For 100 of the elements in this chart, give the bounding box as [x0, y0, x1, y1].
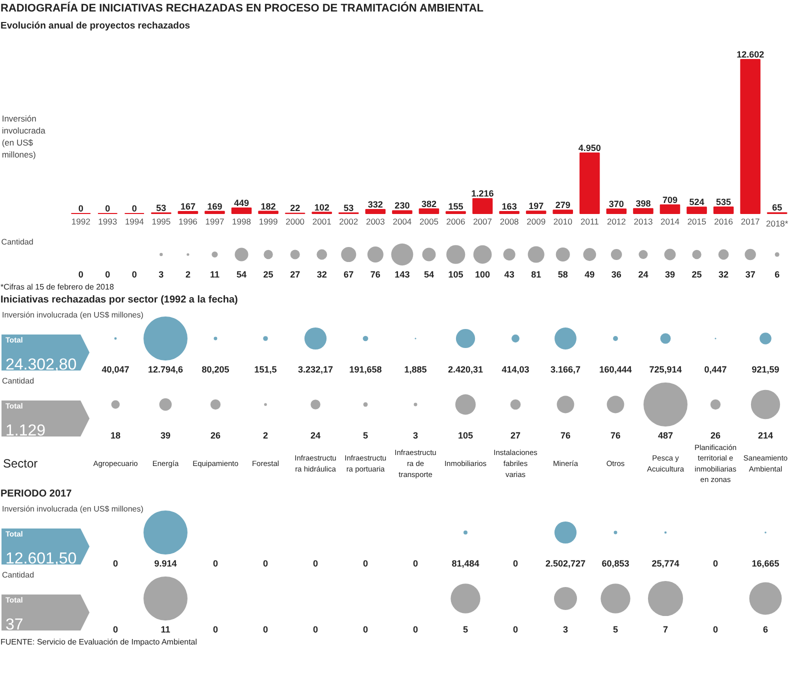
data-label: 12.794,6 — [148, 364, 184, 374]
x-tick-label: 1997 — [205, 216, 224, 226]
x-tick-label: 2004 — [392, 216, 412, 226]
data-label: 7 — [662, 624, 668, 634]
data-label: 0 — [112, 558, 118, 568]
data-label: 167 — [180, 201, 196, 212]
text: Cantidad — [2, 570, 34, 580]
data-label: 39 — [160, 430, 171, 440]
x-tick-label: 2009 — [526, 216, 546, 226]
x-tick-label: 1999 — [258, 216, 278, 226]
data-label: 0 — [362, 558, 368, 568]
data-label: 155 — [448, 202, 464, 212]
bar — [365, 208, 386, 214]
data-label: 81 — [531, 270, 542, 280]
data-label: 25,774 — [652, 558, 680, 568]
data-label: 60,853 — [602, 558, 630, 568]
x-tick-label: 2011 — [580, 216, 600, 226]
data-label: 3.166,7 — [550, 364, 581, 374]
x-tick-label: 1992 — [71, 216, 91, 226]
data-label: 709 — [662, 194, 678, 205]
data-label: 53 — [156, 202, 166, 213]
data-label: 26 — [710, 430, 721, 440]
data-label: 160,444 — [599, 364, 632, 374]
text: 24.302,80 — [6, 356, 77, 374]
data-label: 58 — [558, 270, 568, 280]
data-label: 0 — [78, 204, 84, 214]
data-label: 81,484 — [452, 558, 480, 568]
bar — [392, 210, 412, 214]
data-label: 0 — [78, 270, 84, 280]
data-label: 3.232,17 — [298, 364, 334, 374]
data-label: 39 — [664, 270, 675, 280]
data-label: 24 — [638, 270, 648, 280]
chart-title: RADIOGRAFÍA DE INICIATIVAS RECHAZADAS EN PROCESO DE TRAMITACIÓN AMBIENTAL — [0, 2, 484, 14]
data-label: 370 — [608, 198, 624, 209]
data-label: 0,447 — [704, 364, 727, 374]
x-tick-label: 2007 — [473, 216, 492, 226]
data-label: 22 — [290, 203, 300, 214]
data-label: 5 — [462, 624, 468, 634]
data-label: 2 — [185, 270, 190, 280]
chart-subtitle: Evolución anual de proyectos rechazados — [0, 20, 190, 32]
text: Cantidad — [2, 376, 34, 386]
bar — [713, 206, 734, 214]
data-label: 54 — [236, 270, 247, 280]
x-tick-label: 2016 — [714, 216, 734, 226]
data-label: 230 — [394, 200, 410, 211]
data-label: 40,047 — [102, 364, 130, 374]
data-label: 0 — [412, 624, 418, 634]
data-label: 382 — [421, 198, 436, 209]
data-label: 449 — [234, 198, 250, 208]
data-label: 6 — [762, 624, 768, 634]
data-label: 54 — [424, 270, 434, 280]
x-tick-label: 1995 — [152, 216, 171, 226]
data-label: 100 — [475, 270, 490, 280]
data-label: 0 — [132, 270, 137, 280]
data-label: 0 — [512, 558, 518, 568]
data-label: 921,59 — [752, 364, 780, 374]
text: Inversión involucrada (en US$ millones) — [2, 310, 144, 320]
data-label: 4.950 — [578, 143, 601, 154]
data-label: 151,5 — [254, 364, 277, 374]
data-label: 26 — [210, 430, 221, 440]
data-label: 2 — [262, 430, 268, 440]
data-label: 0 — [362, 624, 368, 634]
data-label: 32 — [718, 270, 729, 280]
data-label: 398 — [636, 198, 651, 209]
data-label: 37 — [745, 270, 756, 280]
data-label: 32 — [316, 270, 327, 280]
data-label: 524 — [689, 197, 704, 208]
source-note: FUENTE: Servicio de Evaluación de Impacto Ambiental — [0, 638, 198, 646]
data-label: 24 — [310, 430, 321, 440]
data-label: 67 — [344, 270, 354, 280]
data-label: 0 — [105, 204, 110, 214]
data-label: 487 — [658, 430, 674, 440]
data-label: 0 — [712, 624, 718, 634]
bar — [178, 210, 198, 214]
text: 1.129 — [6, 422, 46, 440]
data-label: 76 — [560, 430, 571, 440]
data-label: 80,205 — [202, 364, 230, 374]
data-label: 0 — [262, 624, 268, 634]
data-label: 2.502,727 — [545, 558, 586, 568]
bar — [418, 208, 440, 214]
x-tick-label: 2003 — [366, 216, 386, 226]
bar — [606, 208, 627, 214]
data-label: 0 — [412, 558, 418, 568]
x-tick-label: 2012 — [606, 216, 626, 226]
x-tick-label: 2000 — [286, 216, 305, 226]
data-label: 65 — [772, 202, 782, 213]
data-label: 53 — [344, 202, 354, 213]
x-tick-label: 1993 — [98, 216, 118, 226]
text: 37 — [6, 616, 24, 634]
text: Cantidad — [1, 238, 34, 246]
data-label: 0 — [212, 558, 218, 568]
x-tick-label: 1998 — [232, 216, 252, 226]
text: PERIODO 2017 — [0, 488, 72, 500]
bar — [258, 210, 278, 214]
bar — [686, 206, 707, 214]
data-label: 0 — [312, 558, 318, 568]
data-label: 191,658 — [349, 364, 382, 374]
data-label: 102 — [314, 202, 330, 212]
x-tick-label: 2008 — [500, 216, 520, 226]
data-label: 0 — [105, 270, 110, 280]
